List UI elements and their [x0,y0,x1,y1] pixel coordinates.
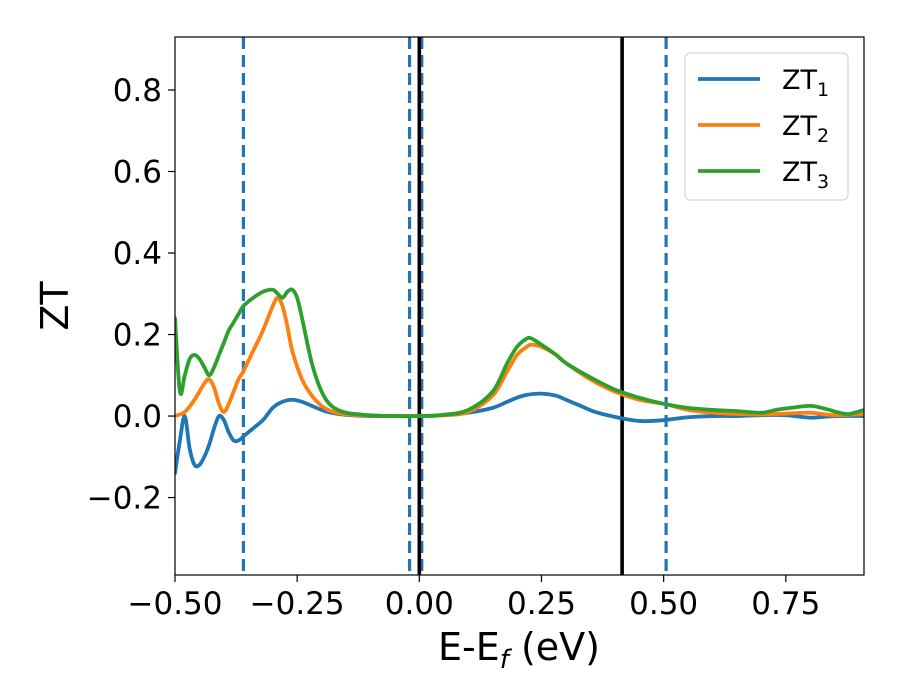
x-tick-label: 0.25 [507,586,576,622]
x-tick-label: −0.50 [128,586,223,622]
y-tick-label: 0.8 [113,73,162,109]
y-tick-label: −0.2 [87,481,162,517]
series-line-zt3 [175,287,864,419]
series-line-zt1 [175,391,864,476]
y-axis-label: ZT [33,281,77,331]
legend-label-zt1: ZT1 [782,65,829,101]
x-tick-label: 0.50 [629,586,698,622]
legend-label-zt2: ZT2 [782,111,829,147]
x-tick-label: 0.00 [385,586,454,622]
legend-label-zt3: ZT3 [782,157,829,193]
y-tick-label: 0.6 [113,155,162,191]
reference-lines [241,37,668,575]
legend-frame [684,52,849,201]
x-axis-label: E-Ef (eV) [438,625,600,675]
y-axis-ticks: −0.2 0.0 0.2 0.4 0.6 0.8 [87,73,175,517]
y-tick-label: 0.0 [113,399,162,435]
y-tick-label: 0.4 [113,236,162,272]
x-axis-ticks: −0.50 −0.25 0.00 0.25 0.50 0.75 [128,575,820,622]
y-tick-label: 0.2 [113,318,162,354]
x-tick-label: −0.25 [250,586,345,622]
x-axis-label-unit: (eV) [509,625,600,669]
data-series [175,287,864,476]
x-tick-label: 0.75 [751,586,820,622]
plot-frame [174,36,865,576]
legend: ZT1 ZT2 ZT3 [684,52,849,201]
